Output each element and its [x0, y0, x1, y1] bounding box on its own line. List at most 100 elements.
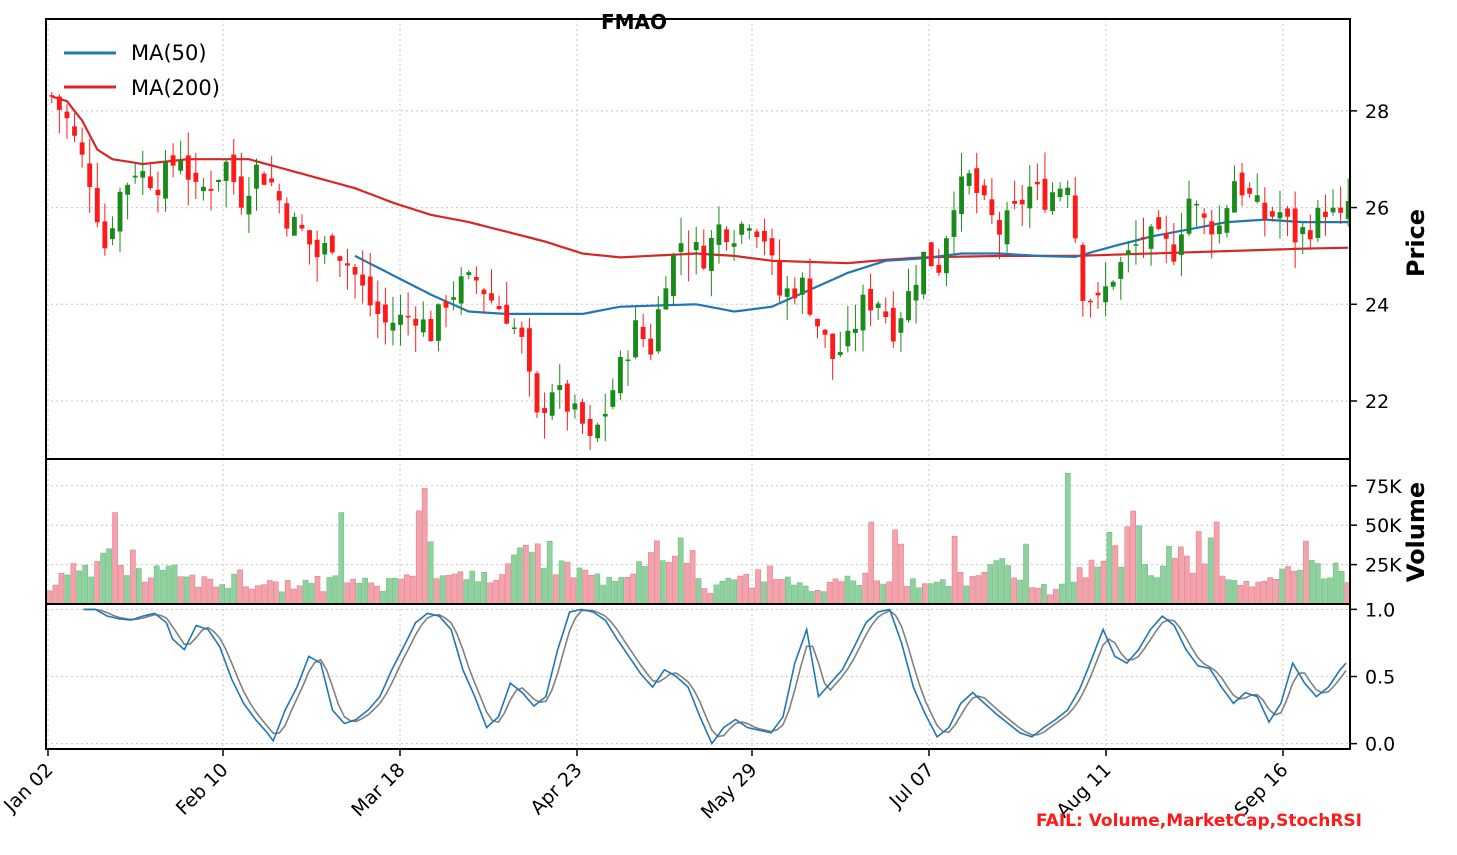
- volume-bar: [189, 574, 196, 605]
- candle-body: [246, 195, 252, 215]
- volume-bar: [1231, 580, 1238, 605]
- candle-body: [284, 203, 290, 229]
- volume-bar: [439, 575, 446, 605]
- volume-bar: [463, 579, 470, 605]
- volume-bar: [261, 584, 267, 605]
- candle-body: [951, 210, 957, 237]
- candle-body: [79, 142, 85, 155]
- volume-y-axis: 25K 50K 75K: [1350, 476, 1402, 577]
- volume-bar: [796, 582, 803, 605]
- candle-body: [489, 293, 494, 301]
- volume-bar: [719, 580, 726, 605]
- volume-bar: [838, 581, 845, 605]
- candle-body: [534, 373, 540, 413]
- volume-bar: [284, 580, 291, 605]
- stochrsi-tick-label: 0.5: [1365, 667, 1395, 689]
- volume-bar: [910, 578, 916, 605]
- volume-bar: [1314, 563, 1321, 605]
- volume-bar: [219, 584, 226, 605]
- volume-bar: [665, 562, 672, 605]
- candle-body: [981, 185, 987, 196]
- candle-body: [708, 238, 714, 271]
- candle-body: [822, 329, 828, 335]
- candle-body: [966, 173, 972, 186]
- volume-bar: [1172, 557, 1178, 605]
- price-panel-frame: [45, 18, 1351, 460]
- volume-bar: [1267, 577, 1274, 605]
- volume-bar: [255, 585, 261, 605]
- volume-bar: [350, 578, 357, 605]
- candle-body: [875, 303, 881, 308]
- candle-body: [413, 318, 419, 326]
- volume-bar: [82, 564, 89, 605]
- candle-body: [633, 320, 638, 358]
- candle-body: [87, 163, 93, 188]
- stochrsi-k-line: [83, 608, 1347, 746]
- candle-body: [572, 403, 578, 410]
- candle-body: [170, 155, 176, 166]
- volume-bar: [58, 572, 65, 605]
- ma50-line: [354, 218, 1349, 315]
- volume-bar: [1309, 559, 1315, 605]
- volume-bar: [826, 582, 833, 605]
- volume-bar: [689, 550, 696, 605]
- volume-bar: [52, 584, 59, 605]
- candle-body: [208, 188, 214, 191]
- candle-body: [466, 272, 472, 275]
- volume-bar: [1160, 565, 1166, 605]
- candle-body: [1300, 227, 1306, 235]
- candle-body: [1171, 244, 1177, 262]
- volume-bar: [695, 578, 702, 605]
- volume-bar: [933, 581, 940, 605]
- candle-body: [1330, 207, 1336, 213]
- candle-body: [526, 328, 532, 372]
- volume-bar: [1029, 587, 1035, 605]
- candle-body: [1110, 281, 1116, 287]
- volume-bar: [600, 584, 607, 605]
- volume-bar: [570, 577, 577, 605]
- candle-body: [276, 191, 282, 201]
- candle-body: [291, 216, 297, 236]
- volume-bar: [1076, 567, 1083, 605]
- volume-bar: [1285, 566, 1291, 605]
- candle-body: [754, 231, 760, 238]
- candle-body: [1216, 225, 1222, 235]
- volume-bar: [904, 586, 910, 605]
- volume-bar: [1070, 581, 1077, 605]
- candle-body: [564, 383, 570, 412]
- volume-bar: [1130, 510, 1137, 605]
- candle-body: [815, 318, 820, 327]
- volume-bar: [159, 569, 166, 605]
- volume-bar: [1154, 577, 1160, 605]
- volume-bar: [290, 588, 297, 605]
- candle-body: [693, 241, 699, 251]
- stochrsi-y-axis: 0.0 0.5 1.0: [1350, 599, 1395, 756]
- candle-body: [898, 318, 904, 333]
- volume-bar: [201, 576, 208, 605]
- volume-bar: [737, 575, 744, 605]
- volume-bar: [1225, 579, 1232, 605]
- volume-bar: [243, 586, 249, 605]
- volume-bar: [267, 580, 273, 605]
- candle-body: [1239, 172, 1245, 196]
- volume-bar: [749, 587, 755, 605]
- candle-body: [1178, 234, 1184, 255]
- candle-body: [906, 291, 911, 321]
- volume-bar: [94, 561, 100, 605]
- volume-bar: [1088, 559, 1095, 605]
- validation-status-text: FAIL: Volume,MarketCap,StochRSI: [1036, 811, 1362, 831]
- volume-bar: [987, 564, 994, 605]
- volume-bar: [1058, 583, 1065, 605]
- candle-body: [602, 413, 608, 417]
- candle-body: [1307, 230, 1313, 240]
- volume-bar: [1195, 531, 1202, 605]
- candle-body: [1042, 178, 1048, 210]
- candle-body: [390, 322, 396, 331]
- candle-body: [716, 224, 722, 245]
- candle-body: [678, 243, 684, 252]
- volume-bar: [183, 576, 190, 605]
- candle-body: [1292, 208, 1298, 243]
- volume-bar: [1035, 587, 1041, 605]
- volume-bar: [320, 591, 327, 605]
- volume-bar: [207, 578, 214, 605]
